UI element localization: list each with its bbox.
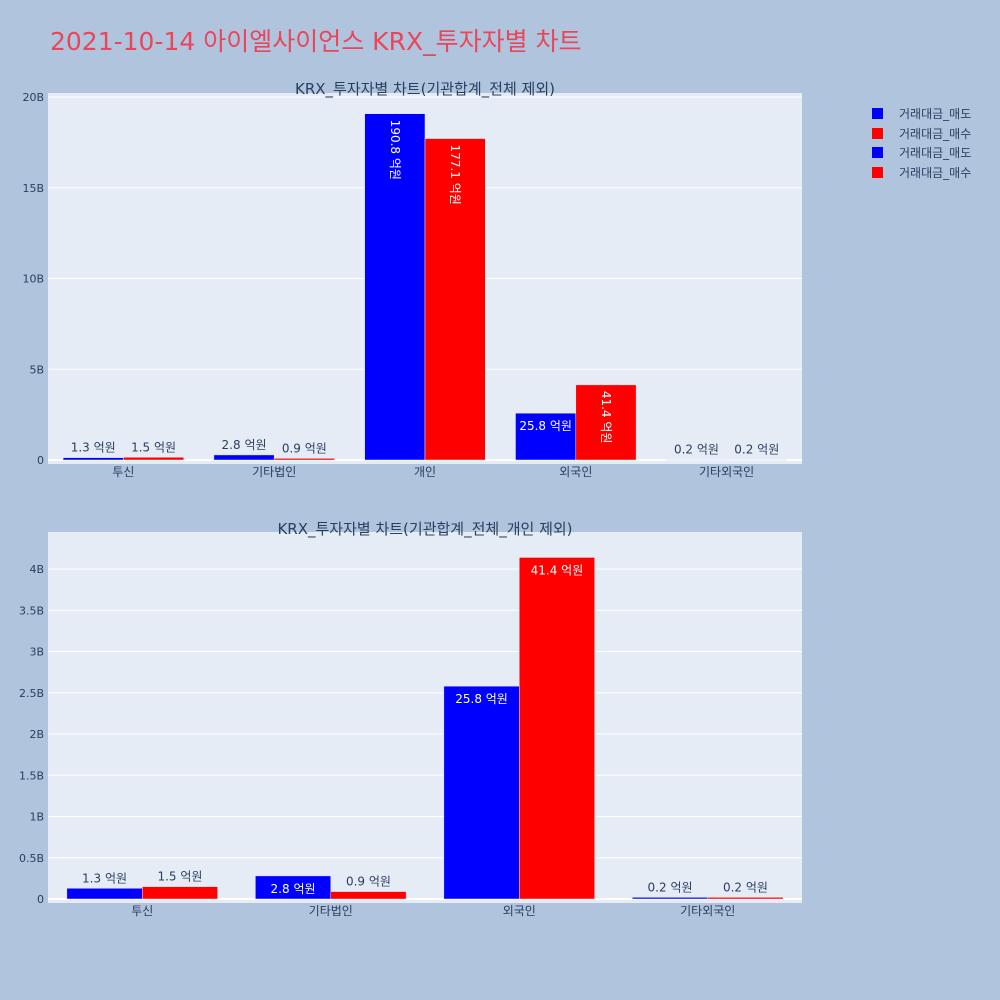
- legend-label: 거래대금_매수: [899, 126, 972, 141]
- data-label: 1.5 억원: [157, 870, 202, 884]
- legend-item[interactable]: 거래대금_매수: [872, 124, 971, 144]
- bar-sell: [66, 888, 143, 900]
- legend-item[interactable]: 거래대금_매도: [872, 104, 971, 124]
- bar-buy: [273, 458, 335, 461]
- data-label: 41.4 억원: [531, 563, 584, 577]
- bar-sell: [515, 412, 577, 461]
- bar-buy: [575, 384, 637, 461]
- bar-buy: [726, 459, 788, 461]
- legend-item[interactable]: 거래대금_매도: [872, 143, 971, 163]
- data-label: 0.2 억원: [648, 880, 693, 894]
- plot-background: [48, 532, 802, 903]
- legend-item[interactable]: 거래대금_매수: [872, 163, 971, 183]
- chart-all-investors: 0 5B 10B 15B 20B KRX_투자자별 차트(기관합계_전체 제외) 투신 1.3…: [22, 80, 802, 479]
- y-tick-label: 3.5B: [19, 604, 44, 617]
- page-title: 2021-10-14 아이엘사이언스 KRX_투자자별 차트: [50, 27, 582, 56]
- legend[interactable]: 거래대금_매도 거래대금_매수 거래대금_매도 거래대금_매수: [872, 104, 971, 182]
- y-tick-label: 10B: [22, 273, 44, 286]
- chart-title: KRX_투자자별 차트(기관합계_전체 제외): [295, 80, 555, 99]
- legend-swatch-buy: [872, 166, 883, 178]
- data-label: 2.8 억원: [271, 882, 316, 896]
- data-label: 41.4 억원: [599, 391, 613, 444]
- x-tick-label: 투신: [112, 465, 134, 479]
- x-tick-label: 투신: [131, 904, 153, 918]
- y-tick-label: 5B: [29, 363, 44, 376]
- bar-sell: [632, 897, 708, 900]
- y-tick-label: 15B: [22, 182, 44, 195]
- bar-buy: [123, 457, 184, 461]
- bar-sell: [62, 457, 124, 461]
- legend-swatch-sell: [872, 147, 883, 159]
- y-tick-label: 2B: [29, 728, 44, 741]
- data-label: 190.8 억원: [388, 120, 402, 180]
- data-label: 25.8 억원: [519, 419, 572, 433]
- bar-sell: [255, 875, 332, 900]
- data-label: 1.3 억원: [71, 441, 116, 455]
- bar-buy: [142, 886, 218, 900]
- y-tick-label: 4B: [29, 563, 44, 576]
- data-label: 25.8 억원: [455, 692, 508, 706]
- y-tick-label: 0.5B: [19, 852, 44, 865]
- bar-buy: [707, 897, 784, 900]
- x-tick-label: 기타외국인: [699, 465, 754, 479]
- chart-excluding-individual: 0 0.5B 1B 1.5B 2B 2.5B 3B 3.5B 4B KRX_투자자별 차트(기관합…: [19, 520, 802, 918]
- legend-swatch-sell: [872, 108, 883, 120]
- y-tick-label: 20B: [22, 91, 44, 104]
- x-tick-label: 기타외국인: [680, 904, 735, 918]
- y-tick-label: 1.5B: [19, 769, 44, 782]
- y-tick-label: 1B: [29, 811, 44, 824]
- x-tick-label: 개인: [414, 465, 436, 479]
- data-label: 177.1 억원: [448, 145, 462, 205]
- y-tick-label: 0: [37, 454, 44, 467]
- data-label: 0.9 억원: [346, 875, 391, 889]
- x-tick-label: 외국인: [503, 904, 536, 918]
- legend-label: 거래대금_매수: [899, 165, 972, 180]
- bar-buy: [519, 557, 595, 900]
- data-label: 2.8 억원: [222, 438, 267, 452]
- legend-label: 거래대금_매도: [899, 146, 972, 161]
- x-tick-label: 외국인: [559, 465, 592, 479]
- x-tick-label: 기타법인: [309, 904, 353, 918]
- legend-label: 거래대금_매도: [899, 107, 972, 122]
- legend-swatch-buy: [872, 127, 883, 139]
- bar-buy: [424, 138, 486, 461]
- data-label: 1.5 억원: [131, 440, 176, 454]
- y-tick-label: 3B: [29, 646, 44, 659]
- bar-buy: [330, 891, 407, 900]
- chart-title: KRX_투자자별 차트(기관합계_전체_개인 제외): [277, 520, 572, 539]
- data-label: 1.3 억원: [82, 871, 127, 885]
- data-label: 0.2 억원: [723, 880, 768, 894]
- data-label: 0.9 억원: [282, 441, 327, 455]
- bar-sell: [364, 113, 426, 461]
- data-label: 0.2 억원: [674, 443, 719, 457]
- y-tick-label: 0: [37, 893, 44, 906]
- x-tick-label: 기타법인: [252, 465, 296, 479]
- data-label: 0.2 억원: [734, 443, 779, 457]
- y-tick-label: 2.5B: [19, 687, 44, 700]
- bar-sell: [443, 685, 520, 900]
- bar-sell: [666, 459, 727, 461]
- bar-sell: [213, 454, 275, 461]
